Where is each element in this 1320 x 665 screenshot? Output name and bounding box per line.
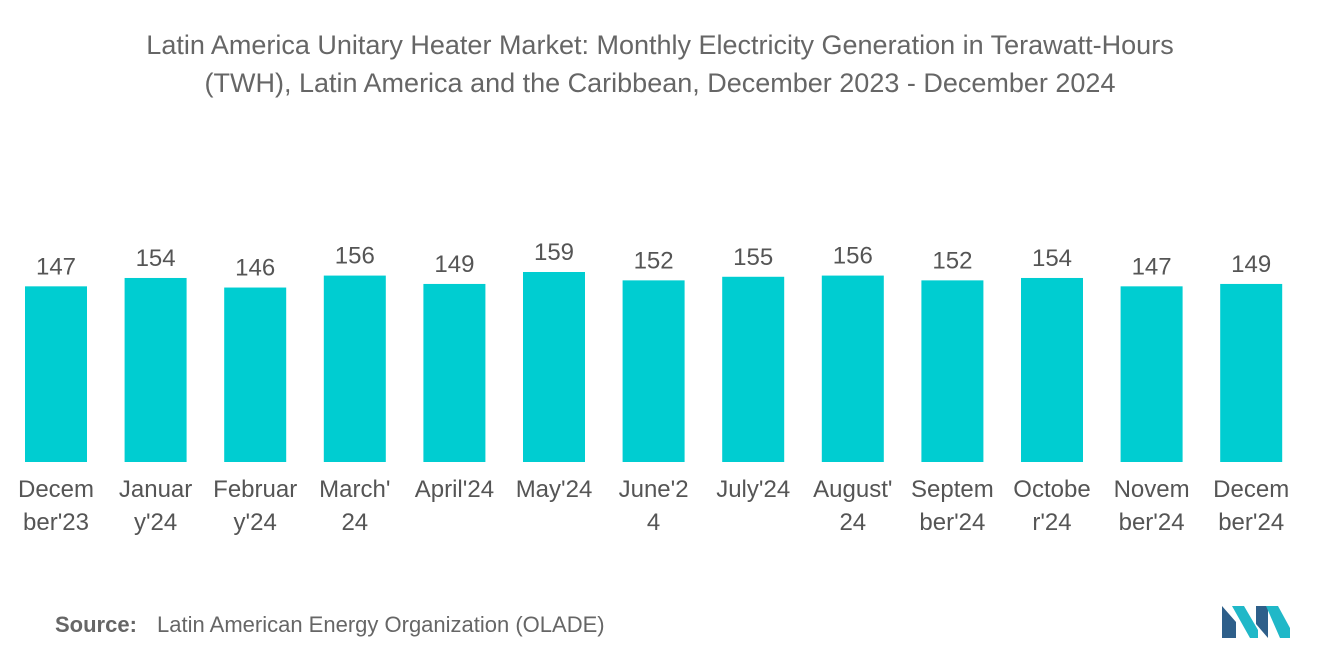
bar-chart: 147 Decem ber'23 154 Januar y'24 146 Februar y'2… <box>18 239 1289 536</box>
bar-July'24 <box>722 276 785 462</box>
logo-shape-mid <box>1232 606 1258 638</box>
x-tick-label: April'24 <box>415 476 494 503</box>
mordor-intelligence-logo-icon <box>1222 606 1290 638</box>
logo-shape-right <box>1256 606 1268 638</box>
value-label: 155 <box>733 244 773 271</box>
chart-title-line-2: (TWH), Latin America and the Caribbean, … <box>204 68 1116 98</box>
x-tick-label-line: April'24 <box>415 476 494 503</box>
x-tick-label-line: 24 <box>341 509 368 536</box>
value-label: 146 <box>235 255 275 282</box>
x-tick-label-line: 4 <box>647 509 660 536</box>
value-label: 156 <box>833 243 873 270</box>
x-tick-label-line: ber'24 <box>919 509 985 536</box>
x-tick-label: Octobe r'24 <box>1013 476 1090 536</box>
bar-November'24 <box>1120 286 1183 462</box>
x-tick-label-line: r'24 <box>1032 509 1071 536</box>
x-tick-label: May'24 <box>516 476 593 503</box>
x-tick-label-line: Septem <box>911 476 994 503</box>
value-label: 152 <box>634 247 674 274</box>
x-tick-label-line: ber'24 <box>1119 509 1185 536</box>
x-tick-label-line: y'24 <box>134 509 177 536</box>
x-tick-label-line: Decem <box>18 476 94 503</box>
value-label: 159 <box>534 239 574 266</box>
x-tick-label: Decem ber'24 <box>1213 476 1289 536</box>
bar-June'24 <box>622 280 685 462</box>
source-note: Source: Latin American Energy Organizati… <box>55 612 605 638</box>
value-label: 149 <box>434 251 474 278</box>
value-label: 152 <box>932 247 972 274</box>
bar-February'24 <box>224 287 287 462</box>
value-label: 154 <box>136 245 176 272</box>
x-tick-label-line: Januar <box>119 476 192 503</box>
value-label: 147 <box>36 253 76 280</box>
x-tick-label-line: Februar <box>213 476 297 503</box>
x-tick-label-line: May'24 <box>516 476 593 503</box>
x-tick-label-line: July'24 <box>716 476 790 503</box>
logo-shape-left <box>1222 606 1236 638</box>
x-tick-label-line: August' <box>813 476 892 503</box>
x-tick-label: Septem ber'24 <box>911 476 994 536</box>
bar-October'24 <box>1021 277 1083 462</box>
x-tick-label: Novem ber'24 <box>1114 476 1190 536</box>
bar-August'24 <box>821 275 884 462</box>
bar-January'24 <box>124 277 187 462</box>
chart-title: Latin America Unitary Heater Market: Mon… <box>20 26 1300 102</box>
bar-December'23 <box>25 286 87 462</box>
source-text: Latin American Energy Organization (OLAD… <box>157 612 605 637</box>
bar-December'24 <box>1220 283 1283 462</box>
x-tick-label: Februar y'24 <box>213 476 297 536</box>
source-label: Source: <box>55 612 137 637</box>
logo-shape-tail <box>1266 606 1290 638</box>
value-label: 147 <box>1132 253 1172 280</box>
value-label: 154 <box>1032 245 1072 272</box>
x-tick-label: July'24 <box>716 476 790 503</box>
value-label: 149 <box>1231 251 1271 278</box>
x-tick-label-line: Decem <box>1213 476 1289 503</box>
value-label: 156 <box>335 243 375 270</box>
bar-May'24 <box>523 272 585 462</box>
x-tick-label-line: ber'24 <box>1218 509 1284 536</box>
x-tick-label: August' 24 <box>813 476 892 536</box>
x-tick-label: Januar y'24 <box>119 476 192 536</box>
x-tick-label-line: ber'23 <box>23 509 89 536</box>
x-tick-label: March' 24 <box>319 476 390 536</box>
x-tick-label-line: y'24 <box>234 509 277 536</box>
bar-March'24 <box>323 275 386 462</box>
chart-title-line-1: Latin America Unitary Heater Market: Mon… <box>146 30 1174 60</box>
x-tick-label-line: June'2 <box>619 476 689 503</box>
x-tick-label-line: 24 <box>839 509 866 536</box>
bar-September'24 <box>921 280 984 462</box>
x-tick-label-line: Octobe <box>1013 476 1090 503</box>
x-tick-label-line: Novem <box>1114 476 1190 503</box>
bar-April'24 <box>423 283 486 462</box>
x-tick-label: June'2 4 <box>619 476 689 536</box>
x-tick-label: Decem ber'23 <box>18 476 94 536</box>
x-tick-label-line: March' <box>319 476 390 503</box>
